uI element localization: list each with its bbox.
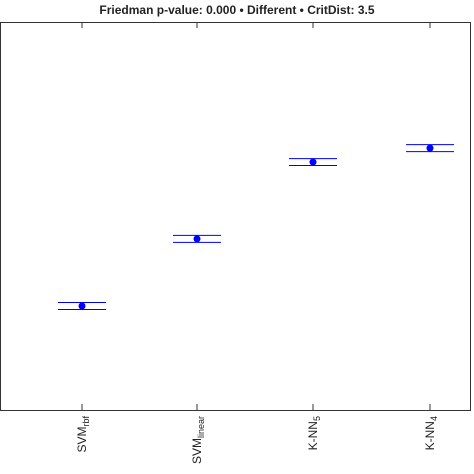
x-tick-label: SVMrbf: [75, 416, 91, 453]
category-subscript: 5: [312, 416, 322, 421]
mean-rank-point: [193, 235, 201, 243]
category-name: SVM: [75, 427, 89, 453]
mean-rank-point: [309, 158, 317, 166]
category-subscript: 4: [429, 416, 439, 421]
category-name: K-NN: [306, 421, 320, 450]
chart-title: Friedman p-value: 0.000 • Different • Cr…: [99, 3, 374, 17]
category-name: K-NN: [423, 421, 437, 450]
mean-rank-point: [426, 144, 434, 152]
category-subscript: linear: [196, 416, 206, 438]
x-tick-label: K-NN4: [423, 416, 439, 450]
x-tick-label: SVMlinear: [190, 416, 206, 464]
category-subscript: rbf: [81, 416, 91, 427]
plot-frame: [0, 22, 471, 411]
x-tick-label: K-NN5: [306, 416, 322, 450]
mean-rank-point: [78, 302, 86, 310]
category-name: SVM: [190, 438, 204, 464]
